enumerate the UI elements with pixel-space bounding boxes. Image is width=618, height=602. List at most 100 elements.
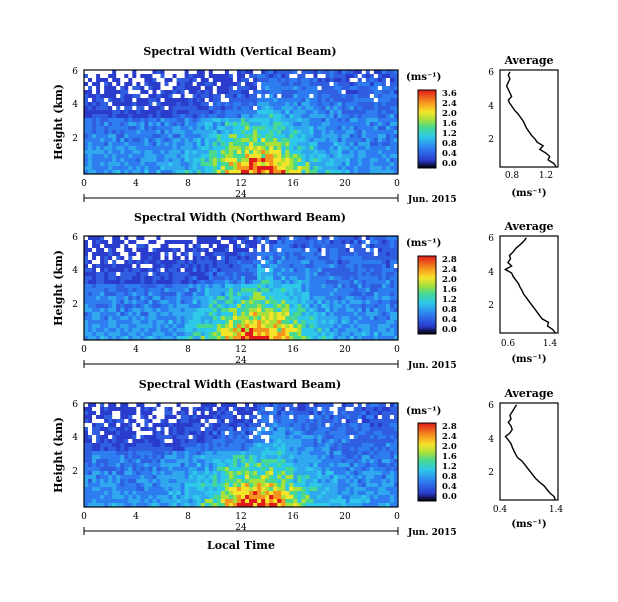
heatmap-cell (92, 98, 96, 102)
heatmap-cell (317, 122, 321, 126)
heatmap-cell (342, 126, 346, 130)
heatmap-cell (305, 248, 309, 252)
heatmap-cell (152, 320, 156, 324)
heatmap-cell (233, 90, 237, 94)
heatmap-cell (358, 114, 362, 118)
heatmap-cell (213, 166, 217, 170)
heatmap-cell (301, 320, 305, 324)
heatmap-cell (120, 74, 124, 78)
heatmap-cell (313, 166, 317, 170)
heatmap-cell (185, 122, 189, 126)
heatmap-cell (301, 443, 305, 447)
heatmap-cell (116, 419, 120, 423)
heatmap-cell (181, 94, 185, 98)
heatmap-cell (257, 419, 261, 423)
heatmap-cell (189, 268, 193, 272)
heatmap-cell (322, 86, 326, 90)
heatmap-cell (221, 419, 225, 423)
heatmap-cell (165, 288, 169, 292)
heatmap-cell (88, 403, 92, 407)
heatmap-cell (160, 284, 164, 288)
heatmap-cell (382, 280, 386, 284)
heatmap-cell (156, 94, 160, 98)
heatmap-cell (338, 162, 342, 166)
heatmap-cell (370, 316, 374, 320)
heatmap-cell (358, 244, 362, 248)
heatmap-cell (120, 154, 124, 158)
heatmap-cell (293, 443, 297, 447)
heatmap-cell (124, 78, 128, 82)
heatmap-cell (366, 268, 370, 272)
heatmap-cell (374, 431, 378, 435)
heatmap-cell (160, 439, 164, 443)
heatmap-cell (358, 264, 362, 268)
heatmap-cell (273, 82, 277, 86)
heatmap-cell (92, 150, 96, 154)
heatmap-cell (245, 94, 249, 98)
heatmap-cell (92, 158, 96, 162)
heatmap-cell (362, 312, 366, 316)
heatmap-cell (342, 431, 346, 435)
heatmap-cell (100, 134, 104, 138)
heatmap-cell (317, 138, 321, 142)
heatmap-cell (354, 102, 358, 106)
heatmap-cell (269, 102, 273, 106)
heatmap-cell (205, 411, 209, 415)
heatmap-cell (358, 146, 362, 150)
heatmap-cell (346, 162, 350, 166)
heatmap-cell (346, 419, 350, 423)
heatmap-cell (326, 324, 330, 328)
heatmap-cell (177, 332, 181, 336)
heatmap-cell (169, 162, 173, 166)
heatmap-cell (249, 423, 253, 427)
heatmap-cell (342, 423, 346, 427)
heatmap-cell (181, 86, 185, 90)
heatmap-cell (88, 312, 92, 316)
heatmap-cell (245, 150, 249, 154)
heatmap-cell (382, 74, 386, 78)
heatmap-cell (205, 158, 209, 162)
heatmap-cell (112, 110, 116, 114)
heatmap-cell (225, 90, 229, 94)
heatmap-cell (249, 138, 253, 142)
heatmap-cell (358, 272, 362, 276)
heatmap-cell (354, 439, 358, 443)
heatmap-cell (237, 90, 241, 94)
heatmap-cell (285, 106, 289, 110)
heatmap-cell (301, 86, 305, 90)
heatmap-cell (84, 102, 88, 106)
heatmap-cell (249, 268, 253, 272)
heatmap-cell (181, 431, 185, 435)
heatmap-cell (116, 268, 120, 272)
heatmap-cell (370, 260, 374, 264)
heatmap-cell (297, 284, 301, 288)
heatmap-cell (309, 110, 313, 114)
heatmap-cell (338, 292, 342, 296)
heatmap-cell (237, 142, 241, 146)
heatmap-cell (169, 236, 173, 240)
heatmap-cell (269, 427, 273, 431)
heatmap-cell (386, 126, 390, 130)
heatmap-cell (293, 118, 297, 122)
heatmap-cell (112, 74, 116, 78)
heatmap-cell (346, 328, 350, 332)
heatmap-cell (148, 150, 152, 154)
heatmap-cell (237, 236, 241, 240)
heatmap-cell (96, 427, 100, 431)
heatmap-cell (193, 98, 197, 102)
heatmap-cell (245, 439, 249, 443)
heatmap-cell (334, 419, 338, 423)
heatmap-cell (124, 240, 128, 244)
heatmap-cell (346, 146, 350, 150)
heatmap-cell (382, 126, 386, 130)
heatmap-cell (152, 312, 156, 316)
heatmap-cell (330, 86, 334, 90)
heatmap-cell (104, 106, 108, 110)
heatmap-cell (358, 435, 362, 439)
heatmap-cell (173, 300, 177, 304)
heatmap-cell (160, 431, 164, 435)
heatmap-cell (213, 439, 217, 443)
heatmap-cell (84, 284, 88, 288)
heatmap-cell (269, 150, 273, 154)
heatmap-cell (221, 158, 225, 162)
